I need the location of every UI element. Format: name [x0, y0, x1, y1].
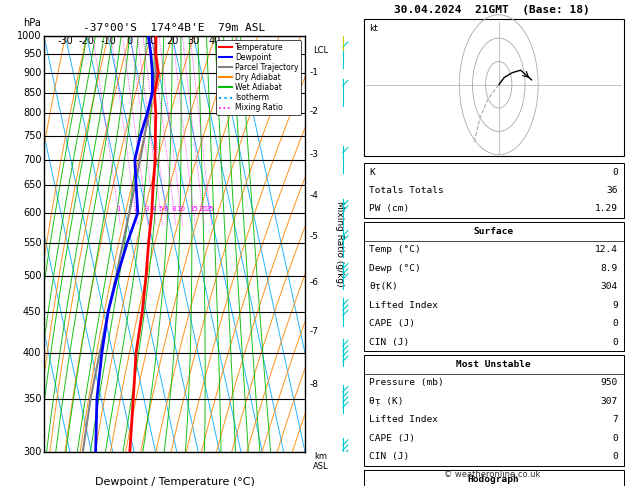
Text: 500: 500 [23, 271, 42, 281]
Text: 8.9: 8.9 [601, 264, 618, 273]
Text: 0: 0 [612, 319, 618, 328]
Text: -7: -7 [310, 327, 319, 336]
Text: 0: 0 [126, 36, 133, 47]
Text: CIN (J): CIN (J) [369, 452, 409, 461]
Text: θᴉ (K): θᴉ (K) [369, 397, 404, 406]
Text: -5: -5 [310, 232, 319, 241]
Text: kt: kt [369, 24, 378, 34]
Text: 950: 950 [601, 379, 618, 387]
Text: CAPE (J): CAPE (J) [369, 434, 415, 443]
Text: Temp (°C): Temp (°C) [369, 245, 421, 254]
Text: 304: 304 [601, 282, 618, 291]
Text: Hodograph: Hodograph [468, 475, 520, 484]
Text: 950: 950 [23, 49, 42, 59]
Bar [364, 163, 623, 218]
Text: 8: 8 [172, 206, 177, 212]
Text: 350: 350 [23, 394, 42, 404]
Text: 750: 750 [23, 131, 42, 141]
Text: -2: -2 [310, 107, 319, 116]
Text: Dewp (°C): Dewp (°C) [369, 264, 421, 273]
Text: CIN (J): CIN (J) [369, 338, 409, 347]
Text: PW (cm): PW (cm) [369, 205, 409, 213]
Bar [364, 222, 623, 351]
Text: 0: 0 [612, 338, 618, 347]
Text: 700: 700 [23, 155, 42, 165]
Text: 30: 30 [187, 36, 200, 47]
Text: 15: 15 [189, 206, 198, 212]
Text: 300: 300 [23, 447, 42, 457]
Text: hPa: hPa [23, 18, 42, 28]
Text: -4: -4 [310, 191, 319, 200]
Text: 10: 10 [176, 206, 186, 212]
Text: 40: 40 [209, 36, 221, 47]
Text: Dewpoint / Temperature (°C): Dewpoint / Temperature (°C) [94, 477, 255, 486]
Text: 400: 400 [23, 347, 42, 358]
Text: -1: -1 [310, 69, 319, 77]
Text: 25: 25 [206, 206, 214, 212]
Text: 600: 600 [23, 208, 42, 218]
Text: 20: 20 [166, 36, 179, 47]
Text: 6: 6 [164, 206, 168, 212]
Text: 0: 0 [612, 452, 618, 461]
Text: 0: 0 [612, 434, 618, 443]
Text: 3: 3 [144, 206, 148, 212]
Text: Pressure (mb): Pressure (mb) [369, 379, 444, 387]
Text: CAPE (J): CAPE (J) [369, 319, 415, 328]
Text: LCL: LCL [313, 46, 328, 55]
Text: 30.04.2024  21GMT  (Base: 18): 30.04.2024 21GMT (Base: 18) [394, 5, 590, 15]
Text: -20: -20 [79, 36, 95, 47]
Bar [364, 19, 623, 156]
Text: 5: 5 [159, 206, 163, 212]
Text: 7: 7 [612, 416, 618, 424]
Text: 850: 850 [23, 87, 42, 98]
Text: 9: 9 [612, 301, 618, 310]
Text: 2: 2 [133, 206, 138, 212]
Text: Surface: Surface [474, 227, 514, 236]
Text: -3: -3 [310, 150, 319, 159]
Text: θᴉ(K): θᴉ(K) [369, 282, 398, 291]
Text: Mixing Ratio (g/kg): Mixing Ratio (g/kg) [335, 201, 344, 287]
Bar [364, 470, 623, 486]
Text: 450: 450 [23, 307, 42, 317]
Text: 650: 650 [23, 180, 42, 190]
Text: Lifted Index: Lifted Index [369, 301, 438, 310]
Text: 800: 800 [23, 108, 42, 119]
Text: 1.29: 1.29 [595, 205, 618, 213]
Text: 36: 36 [606, 186, 618, 195]
Text: -30: -30 [57, 36, 73, 47]
Text: -6: -6 [310, 278, 319, 287]
Text: © weatheronline.co.uk: © weatheronline.co.uk [444, 469, 540, 479]
Text: Totals Totals: Totals Totals [369, 186, 444, 195]
Text: 1: 1 [116, 206, 121, 212]
Text: -8: -8 [310, 380, 319, 389]
Text: 307: 307 [601, 397, 618, 406]
Text: 900: 900 [23, 68, 42, 78]
Text: 20: 20 [198, 206, 207, 212]
Text: Most Unstable: Most Unstable [456, 360, 531, 369]
Text: 1000: 1000 [17, 32, 42, 41]
Text: K: K [369, 168, 375, 176]
Bar [364, 355, 623, 466]
Text: 0: 0 [612, 168, 618, 176]
Text: 12.4: 12.4 [595, 245, 618, 254]
Text: Lifted Index: Lifted Index [369, 416, 438, 424]
Text: km
ASL: km ASL [313, 452, 328, 471]
Title: -37°00'S  174°4B'E  79m ASL: -37°00'S 174°4B'E 79m ASL [84, 23, 265, 33]
Text: 10: 10 [145, 36, 157, 47]
Legend: Temperature, Dewpoint, Parcel Trajectory, Dry Adiabat, Wet Adiabat, Isotherm, Mi: Temperature, Dewpoint, Parcel Trajectory… [216, 40, 301, 115]
Text: 4: 4 [152, 206, 157, 212]
Text: -10: -10 [100, 36, 116, 47]
Text: 550: 550 [23, 238, 42, 248]
